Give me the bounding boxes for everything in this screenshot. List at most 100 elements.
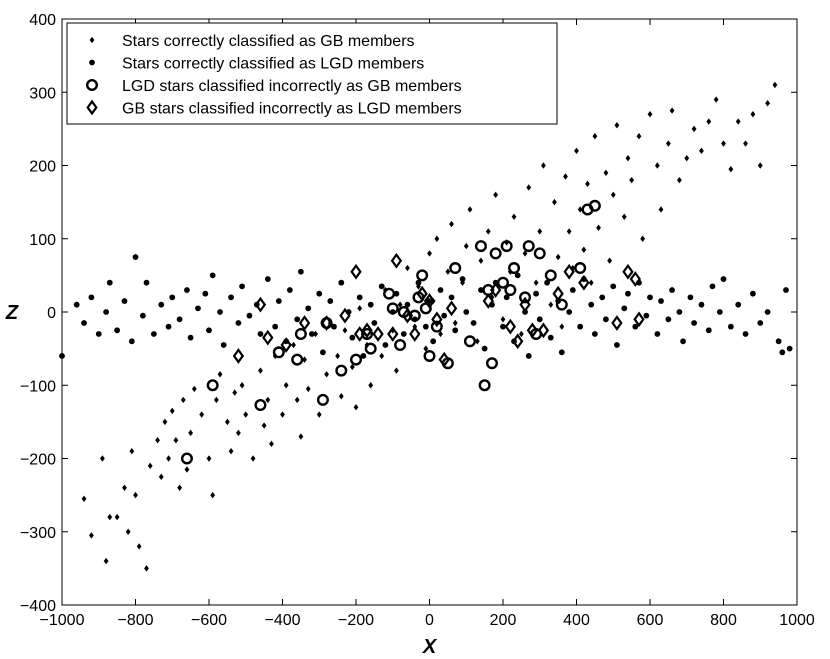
- data-point-series-2: [143, 279, 150, 286]
- data-point-series-1: [423, 345, 429, 352]
- data-point-series-1: [243, 411, 249, 418]
- data-point-series-4: [390, 252, 403, 269]
- plot-area: [59, 18, 798, 606]
- data-point-series-1: [640, 235, 646, 242]
- legend-box: [66, 22, 558, 125]
- data-point-series-4: [416, 285, 428, 302]
- legend-label-2: Stars correctly classified as LGD member…: [122, 56, 424, 73]
- data-point-series-3: [254, 399, 267, 412]
- data-point-series-3: [522, 240, 535, 253]
- x-tick-label: −400: [264, 612, 300, 629]
- data-point-series-2: [294, 316, 301, 323]
- data-point-series-2: [275, 298, 282, 304]
- data-point-series-4: [622, 263, 634, 280]
- y-tick-label: −300: [20, 525, 56, 542]
- data-point-series-2: [305, 305, 312, 312]
- data-point-series-1: [136, 543, 142, 550]
- data-point-series-1: [699, 147, 704, 155]
- data-point-series-2: [202, 290, 209, 297]
- data-point-series-1: [313, 330, 318, 338]
- x-tick-label: 200: [490, 612, 517, 629]
- data-point-series-1: [533, 279, 539, 286]
- data-point-series-2: [603, 316, 609, 323]
- data-point-series-1: [500, 316, 506, 323]
- data-point-series-2: [705, 327, 712, 334]
- data-point-series-1: [721, 140, 726, 147]
- data-point-series-2: [591, 331, 598, 337]
- data-point-series-1: [261, 422, 267, 429]
- data-point-series-4: [262, 329, 274, 346]
- data-point-series-1: [467, 206, 473, 213]
- data-point-series-2: [757, 320, 764, 326]
- data-point-series-1: [493, 191, 499, 198]
- data-point-series-1: [427, 250, 432, 257]
- data-point-series-2: [371, 320, 378, 326]
- data-point-series-1: [177, 484, 182, 491]
- data-point-series-1: [302, 356, 307, 363]
- data-point-series-4: [320, 315, 333, 331]
- data-point-series-2: [463, 309, 470, 315]
- data-point-series-1: [636, 133, 642, 140]
- x-tick-label: −1000: [40, 612, 85, 629]
- data-point-series-2: [316, 290, 323, 297]
- data-point-series-1: [658, 206, 664, 213]
- data-point-series-2: [625, 290, 631, 297]
- data-point-series-1: [283, 382, 289, 389]
- data-point-series-4: [438, 351, 450, 368]
- data-point-series-1: [485, 228, 491, 235]
- data-point-series-2: [558, 349, 565, 356]
- data-point-series-2: [441, 312, 448, 319]
- data-point-series-1: [434, 235, 440, 242]
- data-point-series-1: [291, 341, 296, 349]
- data-point-series-1: [239, 382, 245, 389]
- data-point-series-3: [408, 309, 421, 322]
- data-point-series-3: [463, 335, 476, 348]
- data-point-series-1: [438, 330, 443, 338]
- y-tick-label: −100: [20, 378, 56, 395]
- data-point-series-1: [144, 565, 149, 572]
- data-point-series-2: [309, 331, 315, 337]
- data-point-series-1: [607, 257, 612, 264]
- data-point-series-2: [470, 320, 477, 326]
- data-point-series-1: [125, 528, 131, 535]
- data-point-series-1: [338, 393, 344, 400]
- data-point-series-1: [574, 147, 579, 155]
- data-point-series-1: [335, 352, 341, 360]
- data-point-series-1: [603, 169, 609, 177]
- data-point-series-4: [489, 282, 502, 298]
- data-point-series-2: [437, 287, 444, 293]
- data-point-series-2: [448, 294, 455, 301]
- data-point-series-1: [133, 491, 138, 499]
- data-point-series-2: [128, 338, 135, 345]
- data-point-series-1: [478, 257, 484, 264]
- data-point-series-1: [474, 338, 480, 345]
- data-point-series-2: [676, 309, 683, 315]
- data-point-series-4: [387, 326, 399, 342]
- data-point-series-4: [298, 315, 311, 331]
- data-point-series-1: [258, 367, 263, 374]
- data-point-series-2: [382, 342, 389, 348]
- data-point-series-2: [750, 290, 756, 297]
- data-point-series-3: [416, 269, 429, 282]
- data-point-series-1: [592, 133, 598, 140]
- data-point-series-4: [563, 263, 575, 280]
- data-point-series-4: [537, 322, 550, 339]
- y-tick-label: 0: [47, 305, 56, 322]
- data-point-series-2: [184, 287, 190, 293]
- data-point-series-1: [552, 198, 557, 206]
- data-point-series-2: [698, 301, 705, 308]
- data-point-series-1: [298, 433, 304, 440]
- data-point-series-3: [361, 327, 374, 340]
- data-point-series-1: [155, 436, 160, 444]
- data-point-series-2: [566, 309, 573, 315]
- data-point-series-2: [415, 279, 422, 286]
- data-point-series-2: [514, 272, 521, 279]
- data-point-series-1: [526, 184, 532, 191]
- data-point-series-2: [525, 353, 532, 359]
- data-point-series-1: [537, 228, 543, 235]
- data-point-series-2: [367, 301, 374, 308]
- data-point-series-4: [401, 307, 414, 324]
- data-point-series-3: [574, 262, 587, 275]
- data-point-series-1: [147, 462, 153, 470]
- data-point-series-2: [481, 345, 488, 352]
